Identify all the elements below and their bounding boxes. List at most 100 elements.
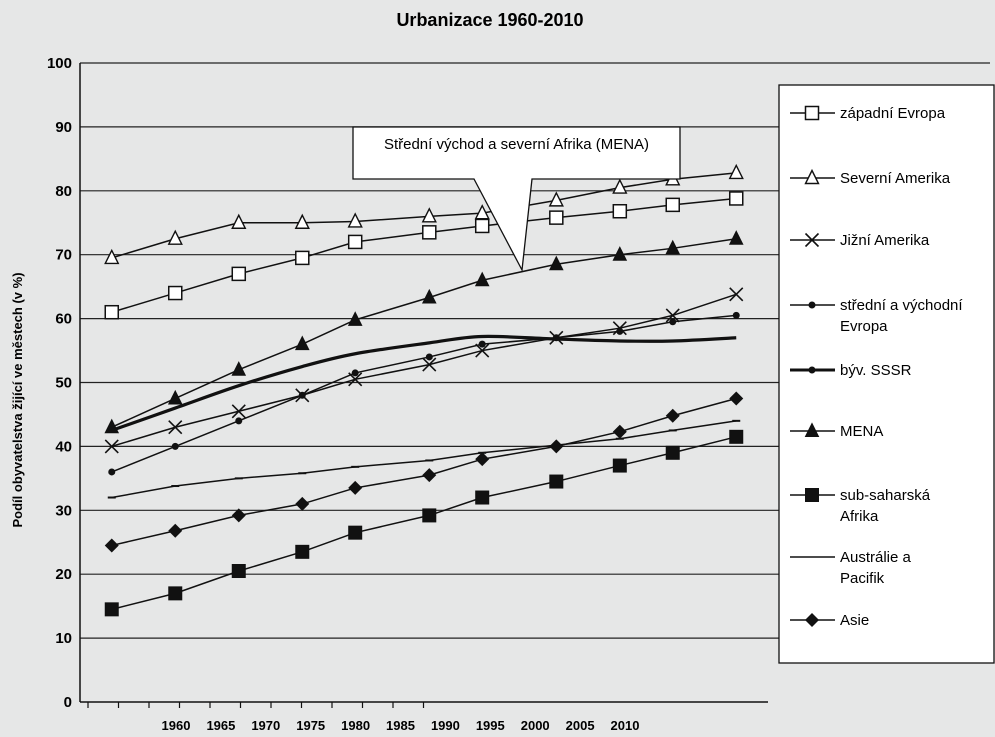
x-marker-stroke	[804, 232, 820, 248]
data-point	[549, 439, 564, 454]
data-point	[104, 538, 119, 553]
x-tick-label: 1970	[251, 718, 280, 733]
y-tick-label: 100	[47, 55, 72, 72]
data-point	[548, 191, 564, 207]
data-point	[665, 239, 681, 255]
y-tick-label: 80	[55, 183, 72, 200]
legend-marker	[805, 613, 819, 627]
data-point	[231, 404, 246, 419]
data-point	[474, 271, 490, 287]
x-marker-stroke	[231, 404, 246, 419]
series-line	[111, 334, 737, 432]
data-point	[474, 204, 490, 220]
data-point	[104, 439, 119, 454]
legend-item: západní Evropa	[790, 105, 946, 122]
legend-label: Pacifik	[840, 570, 885, 587]
data-point	[168, 586, 183, 601]
data-point	[729, 287, 744, 302]
data-point	[171, 442, 179, 450]
callout-label: Střední východ a severní Afrika (MENA)	[384, 136, 649, 153]
legend-label: Evropa	[840, 318, 888, 335]
legend-label: západní Evropa	[840, 105, 946, 122]
data-point	[665, 445, 680, 460]
series-5	[104, 230, 744, 434]
data-point	[168, 523, 183, 538]
legend-marker	[808, 301, 816, 309]
legend-item: býv. SSSR	[790, 362, 912, 379]
series-0	[104, 191, 744, 320]
data-point	[231, 508, 246, 523]
data-point	[548, 255, 564, 271]
data-point	[616, 327, 624, 335]
data-point	[235, 417, 243, 425]
data-point	[612, 458, 627, 473]
y-tick-label: 90	[55, 119, 72, 136]
x-tick-label: 1990	[431, 718, 460, 733]
y-axis-label: Podíl obyvatelstva žijící ve městech (v …	[10, 272, 25, 527]
legend: západní Evropa Severní Amerika Jižní Ameri…	[778, 84, 995, 664]
series-6	[104, 429, 744, 617]
data-point	[665, 408, 680, 423]
x-marker-stroke	[168, 420, 183, 435]
data-point	[478, 340, 486, 348]
chart-title: Urbanizace 1960-2010	[396, 10, 583, 30]
data-point	[425, 353, 433, 361]
legend-label: Severní Amerika	[840, 170, 951, 187]
data-point	[422, 357, 437, 372]
y-tick-label: 60	[55, 311, 72, 328]
data-point	[422, 225, 437, 240]
series-lines	[104, 163, 744, 617]
x-tick-label: 1995	[476, 718, 505, 733]
legend-label: střední a východní	[840, 297, 963, 314]
legend-item: střední a východní Evropa	[790, 297, 963, 335]
data-point	[167, 389, 183, 405]
legend-item: Jižní Amerika	[790, 232, 930, 249]
data-point	[612, 203, 628, 219]
x-tick-label: 1985	[386, 718, 415, 733]
data-point	[104, 418, 120, 434]
data-point	[348, 525, 363, 540]
y-tick-label: 30	[55, 502, 72, 519]
legend-label: Afrika	[840, 508, 879, 525]
data-point	[295, 544, 310, 559]
data-point	[612, 246, 628, 261]
data-point	[231, 564, 246, 579]
x-marker-stroke	[422, 357, 437, 372]
annotation-callout: Střední východ a severní Afrika (MENA)	[352, 126, 681, 273]
data-point	[351, 369, 359, 377]
y-tick-label: 10	[55, 630, 72, 647]
series-3	[108, 311, 740, 476]
data-point	[295, 250, 310, 266]
callout-box	[352, 126, 681, 273]
data-point	[421, 288, 437, 304]
x-tick-label: 1960	[162, 718, 191, 733]
series-1	[104, 163, 744, 265]
data-point	[298, 391, 306, 399]
data-point	[231, 266, 247, 282]
data-point	[665, 197, 680, 213]
legend-item: sub-saharská Afrika	[790, 487, 931, 525]
data-point	[729, 429, 744, 444]
y-tick-label: 40	[55, 438, 72, 455]
data-point	[347, 311, 363, 326]
data-point	[104, 304, 120, 320]
x-tick-label: 1975	[296, 718, 325, 733]
data-point	[422, 468, 437, 483]
legend-label: MENA	[840, 423, 883, 440]
data-point	[348, 480, 363, 495]
legend-label: Jižní Amerika	[840, 232, 930, 249]
data-point	[347, 212, 363, 228]
legend-marker	[804, 168, 820, 185]
data-point	[732, 311, 740, 319]
axes: 0 10 20 30 40 50 60 70 80 90 100 1960 1965 1970 1975 19…	[47, 55, 768, 733]
legend-item: Austrálie a Pacifik	[790, 549, 912, 587]
legend-item: Asie	[790, 612, 869, 629]
legend-marker	[805, 488, 819, 502]
y-tick-label: 0	[64, 694, 72, 711]
data-point	[108, 468, 116, 476]
data-point	[294, 335, 310, 351]
data-point	[728, 191, 744, 206]
data-point	[474, 218, 490, 234]
